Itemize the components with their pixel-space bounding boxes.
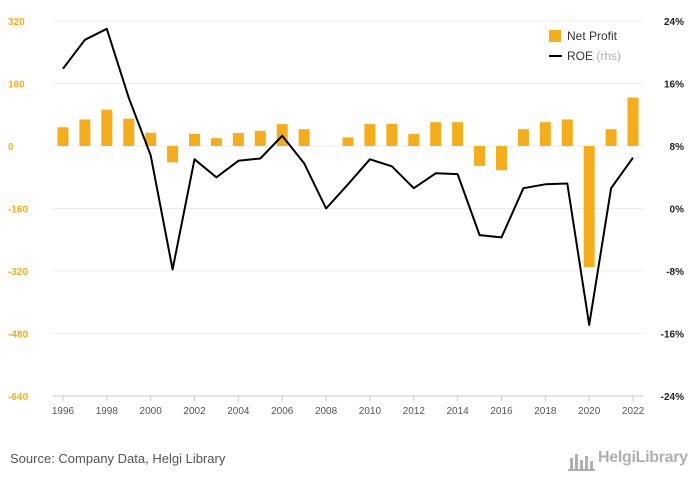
left-axis-tick-label: 160: [8, 80, 25, 91]
bar-net-profit: [386, 123, 398, 146]
right-axis-tick-label: 16%: [664, 80, 684, 91]
bar-net-profit: [79, 119, 91, 146]
combo-chart: 320 24% 160 16% 0 8% -160 0% -320 -8% -480 -16% -640…: [8, 17, 684, 417]
right-axis-tick-label: -24%: [661, 392, 684, 403]
gridlines: [52, 20, 644, 334]
bars-net-profit: [57, 97, 639, 268]
x-axis-tick-label: 2016: [490, 406, 513, 417]
line-roe: [62, 27, 634, 326]
left-axis-tick-label: -160: [8, 205, 28, 216]
bar-net-profit: [101, 109, 113, 146]
x-axis-tick-label: 2012: [403, 406, 426, 417]
bar-net-profit: [583, 146, 595, 268]
bar-net-profit: [452, 122, 464, 146]
left-axis-tick-label: -320: [8, 267, 28, 278]
logo-text: HelgiLibrary: [598, 449, 688, 466]
x-axis-tick-label: 2022: [622, 406, 645, 417]
left-axis-tick-label: 0: [8, 142, 14, 153]
roe-line-path: [62, 27, 634, 326]
helgi-library-logo: HelgiLibrary: [568, 446, 692, 472]
right-axis-tick-label: -8%: [666, 267, 684, 278]
left-axis-tick-label: 320: [8, 17, 25, 28]
legend: Net Profit ROE (rhs): [549, 29, 621, 63]
bar-net-profit: [539, 122, 551, 146]
x-axis-tick-label: 1998: [96, 406, 119, 417]
source-note: Source: Company Data, Helgi Library: [10, 451, 226, 466]
bar-net-profit: [495, 146, 507, 171]
x-axis-tick-label: 1996: [52, 406, 75, 417]
bar-net-profit: [605, 129, 617, 146]
axes: 320 24% 160 16% 0 8% -160 0% -320 -8% -480 -16% -640…: [8, 17, 684, 417]
bar-net-profit: [364, 124, 376, 146]
bar-net-profit: [627, 97, 639, 146]
right-axis-tick-label: 24%: [664, 17, 684, 28]
legend-label-roe: ROE (rhs): [567, 49, 621, 63]
x-axis-tick-label: 2020: [578, 406, 601, 417]
x-axis-tick-label: 2000: [140, 406, 163, 417]
right-axis-tick-label: -16%: [661, 330, 684, 341]
library-icon: [568, 454, 595, 471]
bar-net-profit: [232, 133, 244, 146]
right-axis-tick-label: 0%: [670, 205, 685, 216]
x-axis-tick-label: 2008: [315, 406, 338, 417]
bar-net-profit: [342, 137, 354, 146]
bar-net-profit: [189, 133, 201, 146]
right-axis-tick-label: 8%: [670, 142, 685, 153]
bar-net-profit: [561, 119, 573, 146]
bar-net-profit: [298, 129, 310, 146]
x-axis-tick-label: 2002: [183, 406, 206, 417]
x-axis-tick-label: 2010: [359, 406, 382, 417]
bar-net-profit: [167, 146, 179, 163]
bar-net-profit: [145, 132, 157, 146]
bar-net-profit: [57, 127, 69, 146]
x-axis-tick-label: 2004: [227, 406, 250, 417]
bar-net-profit: [123, 118, 135, 146]
left-axis-tick-label: -640: [8, 392, 28, 403]
bar-net-profit: [210, 138, 222, 146]
bar-net-profit: [474, 146, 486, 166]
bar-net-profit: [408, 133, 420, 146]
left-axis-tick-label: -480: [8, 330, 28, 341]
x-axis-tick-label: 2006: [271, 406, 294, 417]
legend-swatch-net-profit: [549, 30, 561, 42]
x-axis-tick-label: 2014: [447, 406, 470, 417]
bar-net-profit: [430, 122, 442, 146]
bar-net-profit: [254, 130, 266, 146]
legend-label-net-profit: Net Profit: [567, 29, 618, 43]
bar-net-profit: [517, 129, 529, 146]
x-axis-tick-label: 2018: [534, 406, 557, 417]
